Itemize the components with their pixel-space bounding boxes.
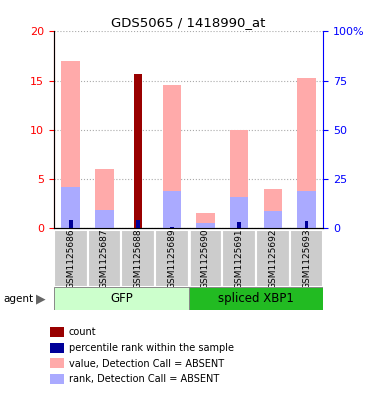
Text: GSM1125691: GSM1125691 xyxy=(235,228,244,289)
Bar xyxy=(170,227,174,228)
Bar xyxy=(305,220,308,228)
Bar xyxy=(162,191,181,228)
Bar xyxy=(230,130,248,228)
Bar xyxy=(88,230,121,287)
Bar xyxy=(223,230,256,287)
Bar xyxy=(297,191,316,228)
Bar xyxy=(230,197,248,228)
Text: rank, Detection Call = ABSENT: rank, Detection Call = ABSENT xyxy=(69,374,219,384)
Text: spliced XBP1: spliced XBP1 xyxy=(218,292,294,305)
Bar xyxy=(297,78,316,228)
Text: GSM1125689: GSM1125689 xyxy=(167,228,176,289)
Text: GSM1125687: GSM1125687 xyxy=(100,228,109,289)
Text: GSM1125688: GSM1125688 xyxy=(134,228,142,289)
Text: agent: agent xyxy=(4,294,34,304)
Text: GFP: GFP xyxy=(110,292,133,305)
Bar xyxy=(196,223,215,228)
Bar xyxy=(69,220,73,228)
Bar xyxy=(189,287,323,310)
Text: GSM1125693: GSM1125693 xyxy=(302,228,311,289)
Bar xyxy=(121,230,155,287)
Text: value, Detection Call = ABSENT: value, Detection Call = ABSENT xyxy=(69,358,224,369)
Text: percentile rank within the sample: percentile rank within the sample xyxy=(69,343,234,353)
Bar xyxy=(54,287,189,310)
Title: GDS5065 / 1418990_at: GDS5065 / 1418990_at xyxy=(112,16,266,29)
Bar xyxy=(155,230,189,287)
Bar xyxy=(54,230,88,287)
Text: GSM1125690: GSM1125690 xyxy=(201,228,210,289)
Bar xyxy=(256,230,290,287)
Bar xyxy=(196,213,215,228)
Text: count: count xyxy=(69,327,96,337)
Bar xyxy=(136,220,140,228)
Text: GSM1125692: GSM1125692 xyxy=(268,228,277,288)
Bar xyxy=(95,169,114,228)
Bar xyxy=(290,230,323,287)
Bar xyxy=(189,230,223,287)
Bar xyxy=(62,61,80,228)
Bar xyxy=(264,211,282,228)
Bar xyxy=(264,189,282,228)
Bar xyxy=(95,210,114,228)
Bar xyxy=(62,187,80,228)
Text: GSM1125686: GSM1125686 xyxy=(66,228,75,289)
Bar xyxy=(237,222,241,228)
Bar xyxy=(162,86,181,228)
Text: ▶: ▶ xyxy=(36,292,45,305)
Bar xyxy=(134,74,142,228)
